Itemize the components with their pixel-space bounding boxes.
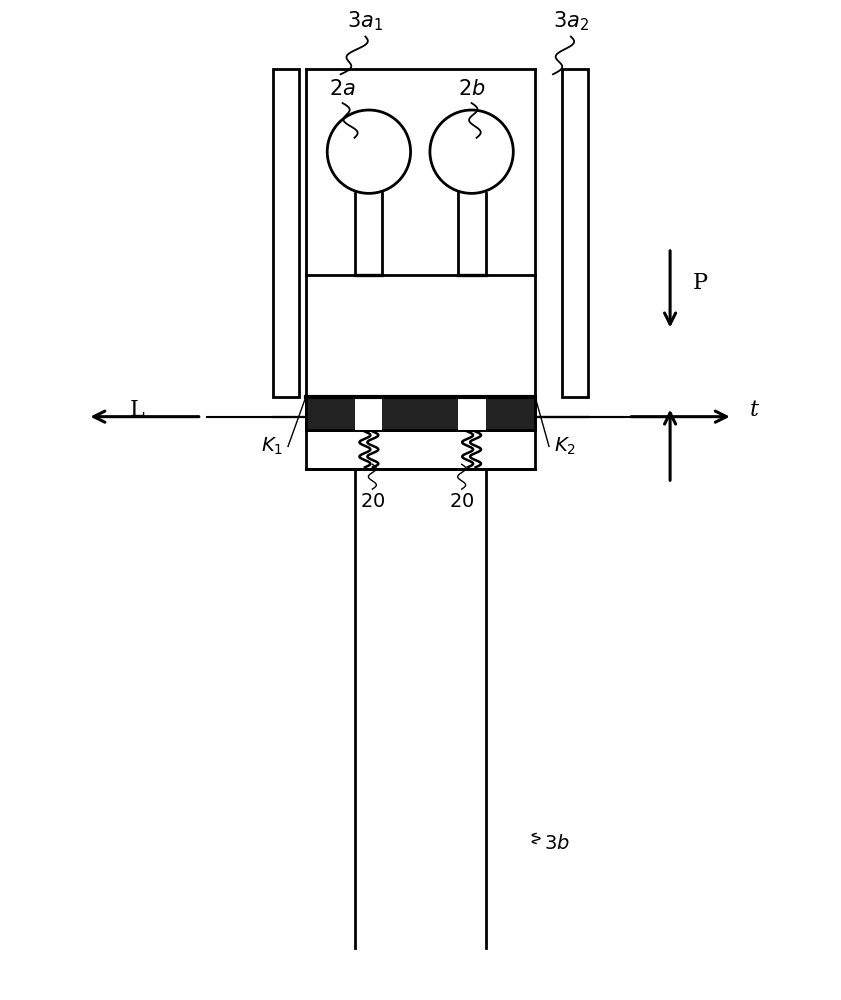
Text: $3a_2$: $3a_2$ — [553, 9, 589, 33]
Text: t: t — [749, 399, 759, 421]
Bar — [356, 397, 383, 430]
Text: $K_2$: $K_2$ — [554, 436, 576, 457]
Text: L: L — [130, 399, 144, 421]
Bar — [273, 69, 299, 397]
Text: $3a_1$: $3a_1$ — [347, 9, 383, 33]
Text: $20$: $20$ — [449, 493, 474, 511]
Text: $2a$: $2a$ — [329, 79, 356, 99]
Bar — [562, 69, 588, 397]
Bar — [458, 397, 485, 430]
Circle shape — [327, 110, 410, 193]
Bar — [306, 430, 535, 469]
Text: $2b$: $2b$ — [458, 79, 485, 99]
Text: $3b$: $3b$ — [544, 834, 570, 853]
Text: $K_1$: $K_1$ — [261, 436, 283, 457]
Circle shape — [430, 110, 513, 193]
Bar — [306, 397, 535, 430]
Text: P: P — [693, 272, 708, 294]
Text: $20$: $20$ — [360, 493, 385, 511]
